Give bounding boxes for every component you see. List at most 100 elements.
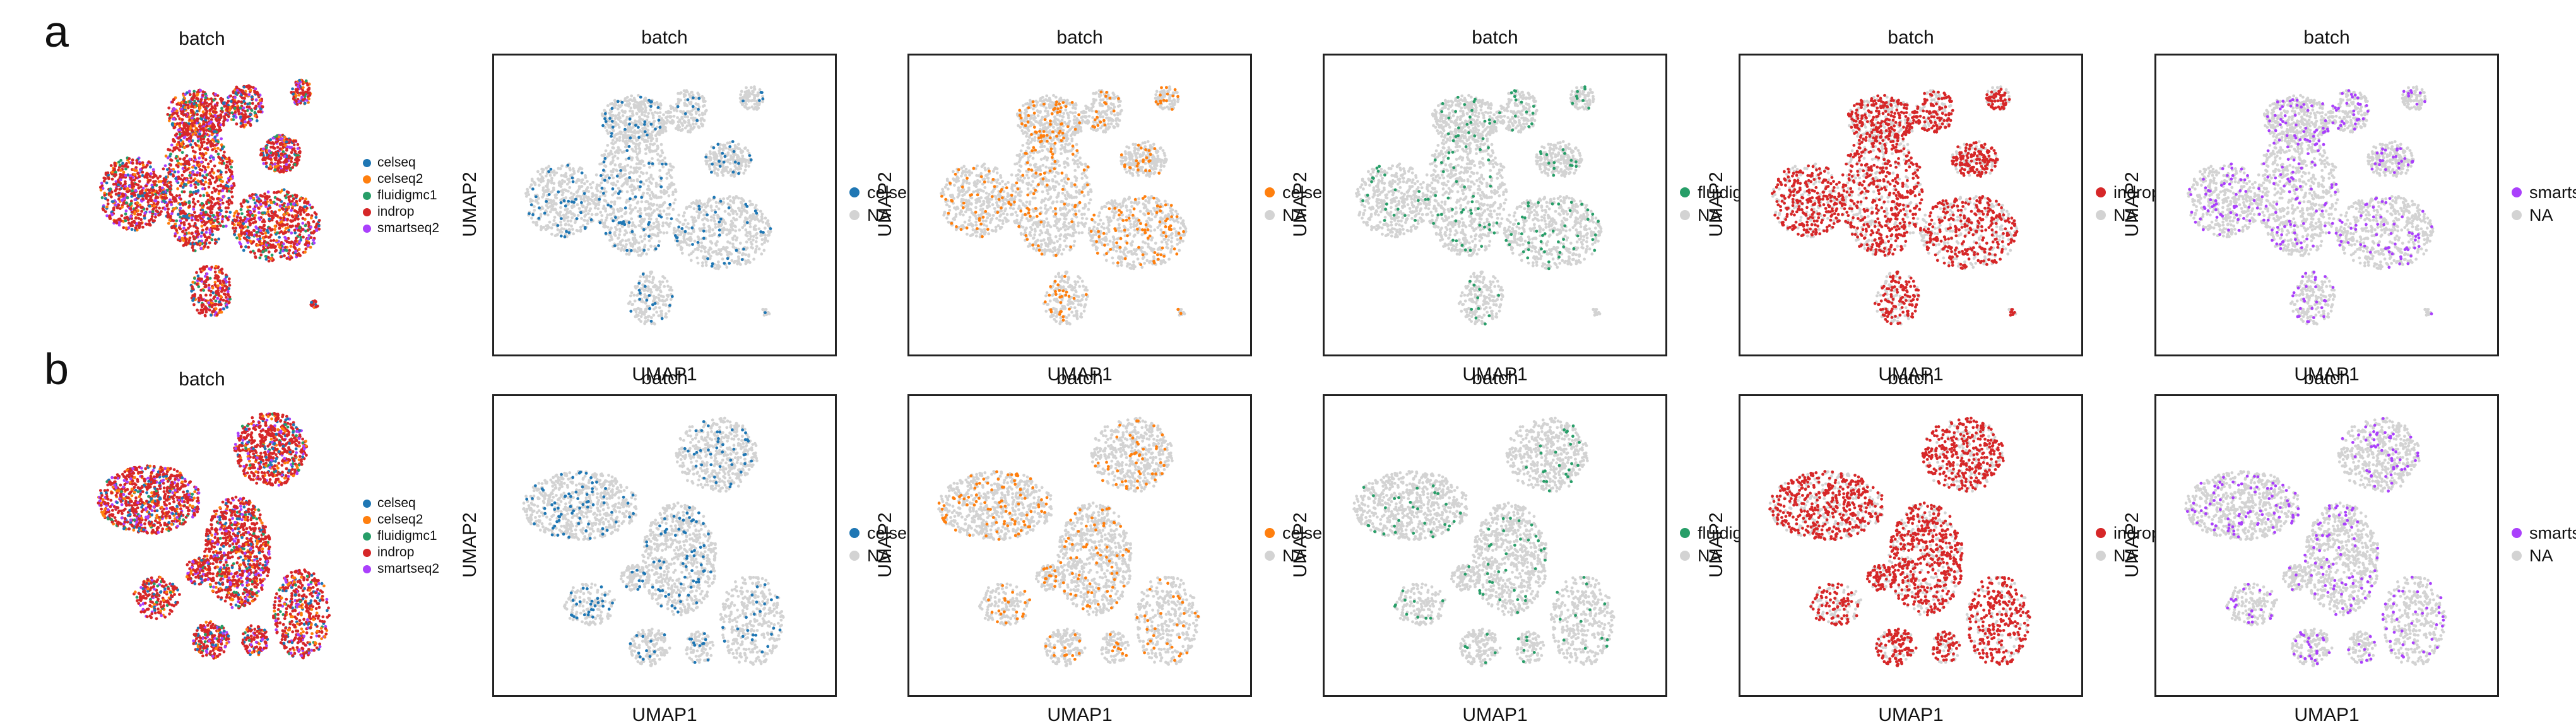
scatter-point bbox=[273, 163, 276, 166]
scatter-point bbox=[277, 243, 280, 246]
scatter-point bbox=[244, 124, 247, 127]
scatter-point bbox=[238, 241, 241, 244]
scatter-point bbox=[738, 215, 741, 218]
scatter-point bbox=[141, 171, 144, 174]
scatter-point bbox=[283, 231, 287, 235]
scatter-point bbox=[254, 88, 257, 91]
scatter-point bbox=[209, 298, 212, 302]
scatter-point bbox=[207, 166, 210, 169]
scatter-point bbox=[605, 165, 608, 168]
scatter-point bbox=[185, 218, 188, 221]
scatter-point bbox=[731, 208, 734, 211]
scatter-point bbox=[754, 250, 757, 253]
scatter-point bbox=[726, 153, 730, 156]
scatter-point bbox=[570, 213, 573, 216]
scatter-point bbox=[269, 138, 272, 141]
scatter-point bbox=[152, 189, 155, 192]
scatter-point bbox=[245, 239, 249, 242]
legend-label: smartseq2 bbox=[377, 221, 439, 236]
scatter-point bbox=[769, 230, 772, 233]
scatter-point bbox=[212, 214, 215, 217]
scatter-point bbox=[618, 228, 622, 231]
scatter-point bbox=[752, 213, 755, 216]
scatter-point bbox=[304, 247, 307, 250]
scatter-point bbox=[122, 226, 125, 230]
scatter-point bbox=[220, 124, 223, 127]
legend-item: indrop bbox=[363, 204, 439, 220]
scatter-point bbox=[310, 301, 313, 304]
scatter-point bbox=[708, 230, 711, 233]
row-a-panel-1-frame bbox=[492, 54, 837, 356]
scatter-point bbox=[663, 209, 666, 213]
scatter-point bbox=[649, 245, 653, 248]
scatter-point bbox=[209, 293, 212, 296]
scatter-point bbox=[307, 234, 310, 237]
scatter-point bbox=[172, 112, 175, 115]
scatter-point bbox=[235, 122, 239, 126]
scatter-point bbox=[575, 181, 578, 184]
scatter-point bbox=[713, 166, 716, 169]
scatter-point bbox=[603, 109, 606, 112]
scatter-point bbox=[748, 232, 752, 235]
scatter-point bbox=[261, 195, 264, 198]
scatter-point bbox=[194, 216, 197, 219]
scatter-point bbox=[684, 219, 687, 222]
scatter-point bbox=[525, 195, 528, 198]
scatter-point bbox=[249, 113, 252, 116]
scatter-point bbox=[625, 243, 628, 246]
scatter-point bbox=[297, 147, 300, 150]
scatter-point bbox=[726, 158, 730, 161]
scatter-point bbox=[265, 243, 268, 247]
scatter-point bbox=[216, 313, 219, 317]
scatter-point bbox=[243, 97, 246, 100]
scatter-point bbox=[292, 202, 295, 206]
scatter-point bbox=[716, 172, 719, 175]
scatter-point bbox=[649, 173, 653, 177]
scatter-point bbox=[649, 194, 652, 197]
scatter-point bbox=[671, 193, 675, 196]
scatter-point bbox=[584, 213, 588, 216]
scatter-point bbox=[278, 209, 281, 212]
scatter-point bbox=[147, 199, 150, 202]
scatter-point bbox=[112, 183, 115, 186]
scatter-point bbox=[572, 170, 576, 173]
scatter-point bbox=[666, 217, 669, 220]
scatter-point bbox=[202, 289, 205, 292]
scatter-point bbox=[268, 149, 271, 153]
scatter-point bbox=[251, 193, 254, 196]
scatter-point bbox=[206, 124, 209, 127]
scatter-point bbox=[227, 206, 230, 209]
scatter-point bbox=[227, 115, 230, 118]
scatter-point bbox=[735, 167, 738, 170]
scatter-point bbox=[140, 210, 143, 213]
scatter-point bbox=[213, 105, 216, 108]
scatter-point bbox=[625, 158, 628, 161]
scatter-point bbox=[213, 187, 216, 190]
scatter-point bbox=[277, 154, 280, 157]
scatter-point bbox=[214, 271, 217, 274]
scatter-point bbox=[269, 158, 272, 161]
scatter-point bbox=[651, 178, 654, 181]
scatter-point bbox=[760, 217, 764, 220]
scatter-point bbox=[222, 307, 225, 310]
scatter-point bbox=[629, 166, 632, 169]
scatter-point bbox=[757, 227, 760, 230]
scatter-point bbox=[215, 139, 218, 143]
scatter-point bbox=[717, 261, 720, 264]
scatter-point bbox=[744, 259, 747, 262]
scatter-point bbox=[235, 237, 239, 240]
scatter-point bbox=[170, 194, 174, 197]
scatter-point bbox=[714, 223, 717, 226]
scatter-point bbox=[767, 233, 771, 237]
scatter-point bbox=[290, 240, 293, 243]
scatter-point bbox=[216, 225, 219, 228]
scatter-point bbox=[163, 208, 167, 211]
scatter-point bbox=[725, 266, 728, 269]
scatter-point bbox=[686, 243, 689, 247]
scatter-point bbox=[552, 189, 555, 192]
scatter-point bbox=[220, 311, 223, 314]
scatter-point bbox=[608, 228, 612, 231]
scatter-point bbox=[207, 207, 210, 210]
scatter-point bbox=[639, 209, 642, 212]
scatter-point bbox=[701, 245, 704, 248]
